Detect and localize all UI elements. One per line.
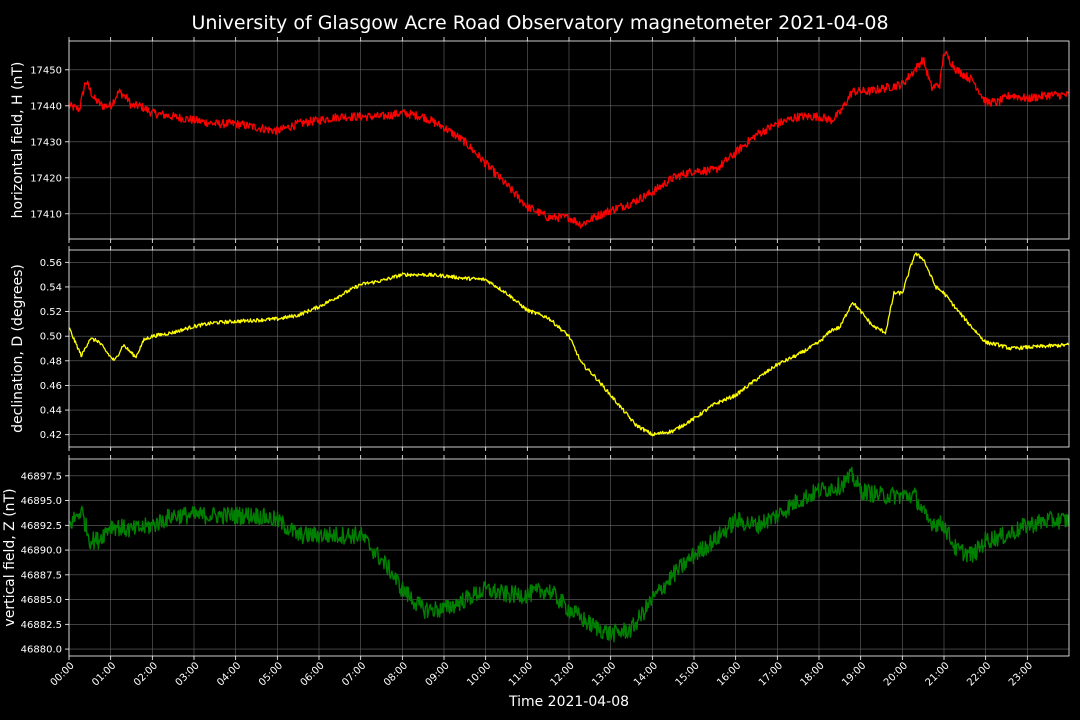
- x-axis-label: Time 2021-04-08: [508, 694, 629, 710]
- x-tick-label: 19:00: [840, 660, 868, 688]
- y-tick-label: 17430: [30, 137, 62, 148]
- x-tick-label: 05:00: [257, 660, 285, 688]
- x-tick-label: 04:00: [215, 660, 243, 688]
- chart-title: University of Glasgow Acre Road Observat…: [191, 12, 888, 34]
- y-tick-label: 17440: [30, 101, 62, 112]
- y-tick-label: 0.42: [40, 430, 62, 441]
- x-tick-label: 01:00: [90, 660, 118, 688]
- chart-panels: 17410 17420 17430 17440 17450 horizontal fiel…: [2, 37, 1070, 689]
- x-tick-label: 17:00: [757, 660, 785, 688]
- panel-Z: 00:00 01:00 02:00 03:00 04:00 05:00 06:00 07:00…: [2, 455, 1070, 689]
- y-tick-label: 46882.5: [21, 620, 62, 631]
- x-tick-label: 14:00: [632, 660, 660, 688]
- x-tick-label: 23:00: [1007, 660, 1035, 688]
- x-tick-label: 06:00: [299, 660, 327, 688]
- x-tick-label: 20:00: [882, 660, 910, 688]
- x-tick-label: 10:00: [465, 660, 493, 688]
- plot-frame: [68, 458, 1070, 657]
- y-tick-label: 0.48: [40, 356, 62, 367]
- x-tick-label: 16:00: [715, 660, 743, 688]
- x-tick-label: 15:00: [674, 660, 702, 688]
- y-tick-label: 46892.5: [21, 521, 62, 532]
- panel-H: 17410 17420 17430 17440 17450 horizontal fiel…: [10, 37, 1070, 243]
- series-line-H: [68, 50, 1070, 229]
- series-line-Z: [68, 466, 1070, 643]
- plot-frame: [68, 249, 1070, 448]
- x-tick-label: 21:00: [924, 660, 952, 688]
- x-tick-label: 11:00: [507, 660, 535, 688]
- x-tick-label: 00:00: [49, 660, 77, 688]
- y-tick-label: 17410: [30, 209, 62, 220]
- y-tick-label: 0.46: [40, 381, 62, 392]
- y-tick-label: 17450: [30, 65, 62, 76]
- x-tick-label: 07:00: [340, 660, 368, 688]
- y-tick-label: 46880.0: [21, 645, 62, 656]
- series-line-D: [68, 252, 1070, 437]
- x-tick-label: 13:00: [590, 660, 618, 688]
- y-tick-label: 0.54: [40, 282, 62, 293]
- x-tick-label: 03:00: [174, 660, 202, 688]
- y-tick-label: 46897.5: [21, 471, 62, 482]
- x-tick-label: 08:00: [382, 660, 410, 688]
- y-tick-label: 0.56: [40, 258, 62, 269]
- y-axis-label: declination, D (degrees): [10, 264, 26, 433]
- x-tick-label: 09:00: [424, 660, 452, 688]
- y-tick-label: 0.50: [40, 332, 62, 343]
- y-tick-label: 46890.0: [21, 546, 62, 557]
- y-tick-label: 46895.0: [21, 496, 62, 507]
- y-tick-label: 46885.0: [21, 595, 62, 606]
- y-tick-label: 46887.5: [21, 570, 62, 581]
- plot-frame: [68, 40, 1070, 240]
- x-tick-label: 12:00: [549, 660, 577, 688]
- y-axis-label: horizontal field, H (nT): [10, 62, 26, 219]
- panel-D: 0.42 0.44 0.46 0.48 0.50 0.52 0.54 0.56 declinat…: [10, 246, 1070, 451]
- x-tick-label: 02:00: [132, 660, 160, 688]
- x-tick-label: 18:00: [799, 660, 827, 688]
- y-tick-label: 0.44: [40, 406, 62, 417]
- y-tick-label: 17420: [30, 173, 62, 184]
- x-tick-label: 22:00: [965, 660, 993, 688]
- y-tick-label: 0.52: [40, 307, 62, 318]
- y-axis-label: vertical field, Z (nT): [2, 488, 18, 626]
